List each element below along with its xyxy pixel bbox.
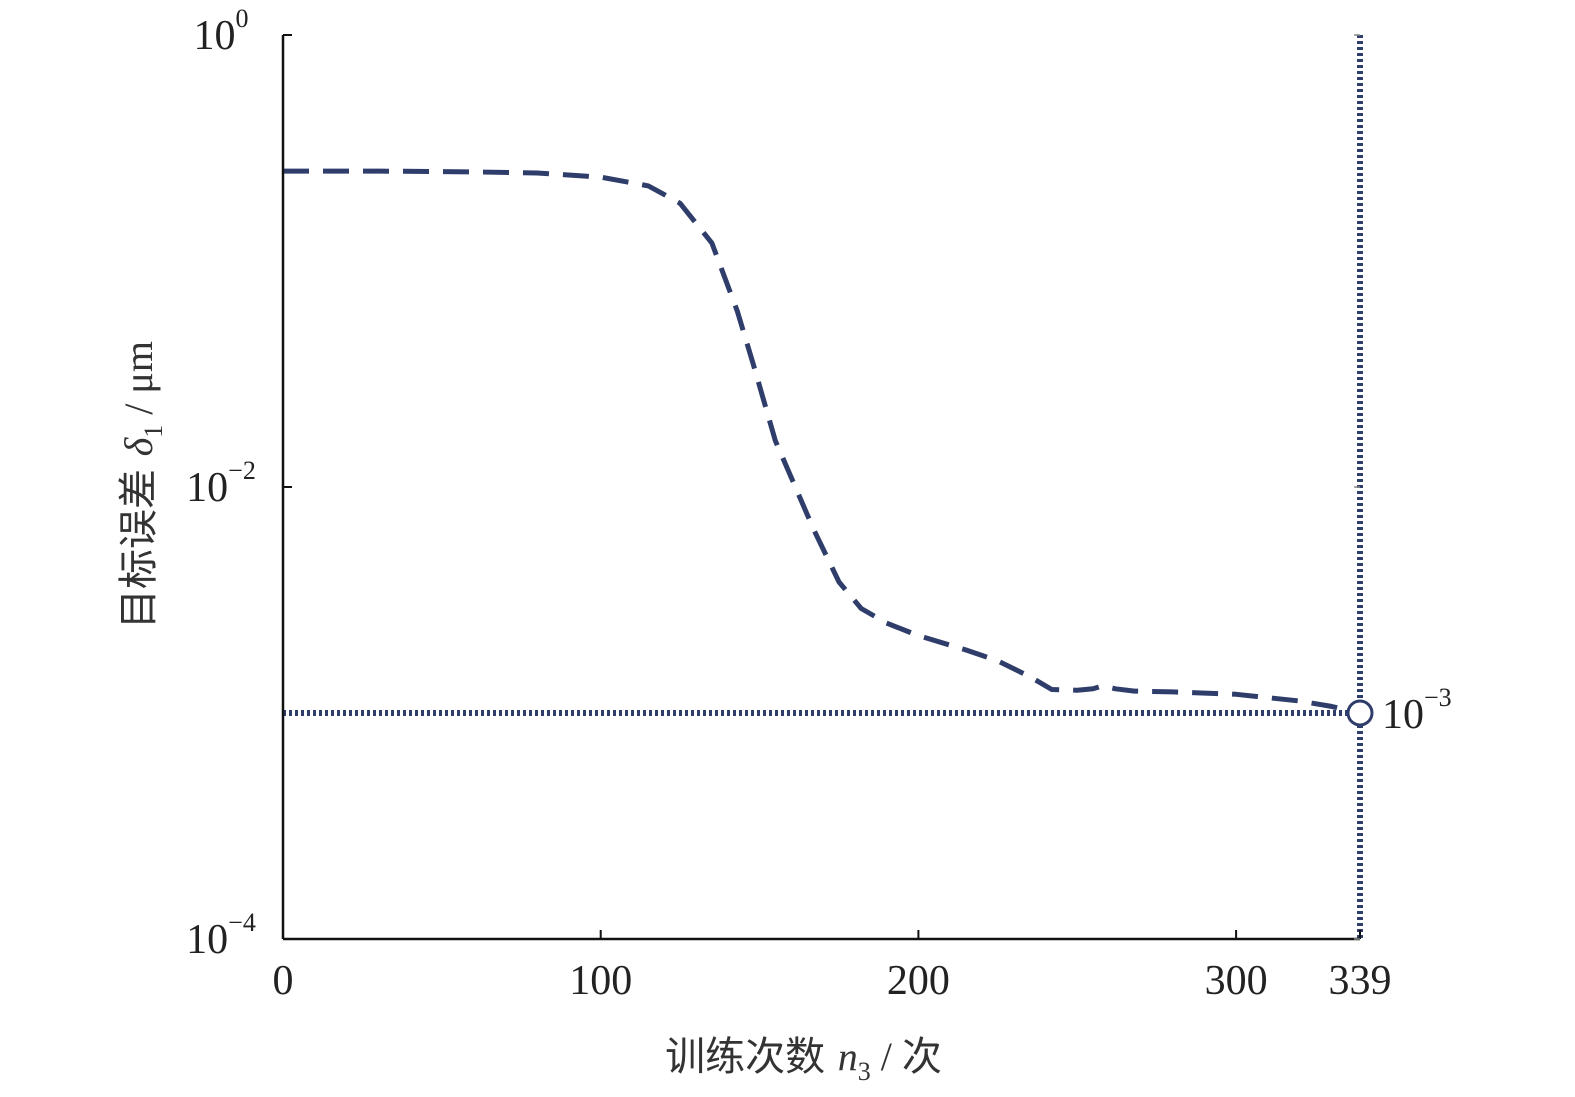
goal-marker	[1346, 699, 1374, 727]
x-tick-label: 100	[569, 958, 632, 1004]
x-tick-label: 300	[1205, 958, 1268, 1004]
x-tick-label: 200	[887, 958, 950, 1004]
axes	[281, 34, 1361, 941]
plot-area	[283, 35, 1374, 939]
y-tick-label: 10−4	[186, 908, 256, 963]
x-tick-label: 0	[273, 958, 294, 1004]
y-axis-title: 目标误差 δ1 / μm	[116, 341, 168, 629]
x-tick-label: 339	[1329, 958, 1392, 1004]
x-axis-title: 训练次数 n3 / 次	[665, 1034, 942, 1086]
y-tick-label: 10−2	[186, 456, 256, 511]
goal-marker-label: 10−3	[1382, 683, 1452, 738]
y-tick-label: 100	[194, 4, 249, 59]
series-line	[283, 168, 1361, 716]
labels: 0 100 200 300 339 100 10−2 10−4 10−3 训练次数 n3 / 次 目…	[116, 4, 1452, 1086]
